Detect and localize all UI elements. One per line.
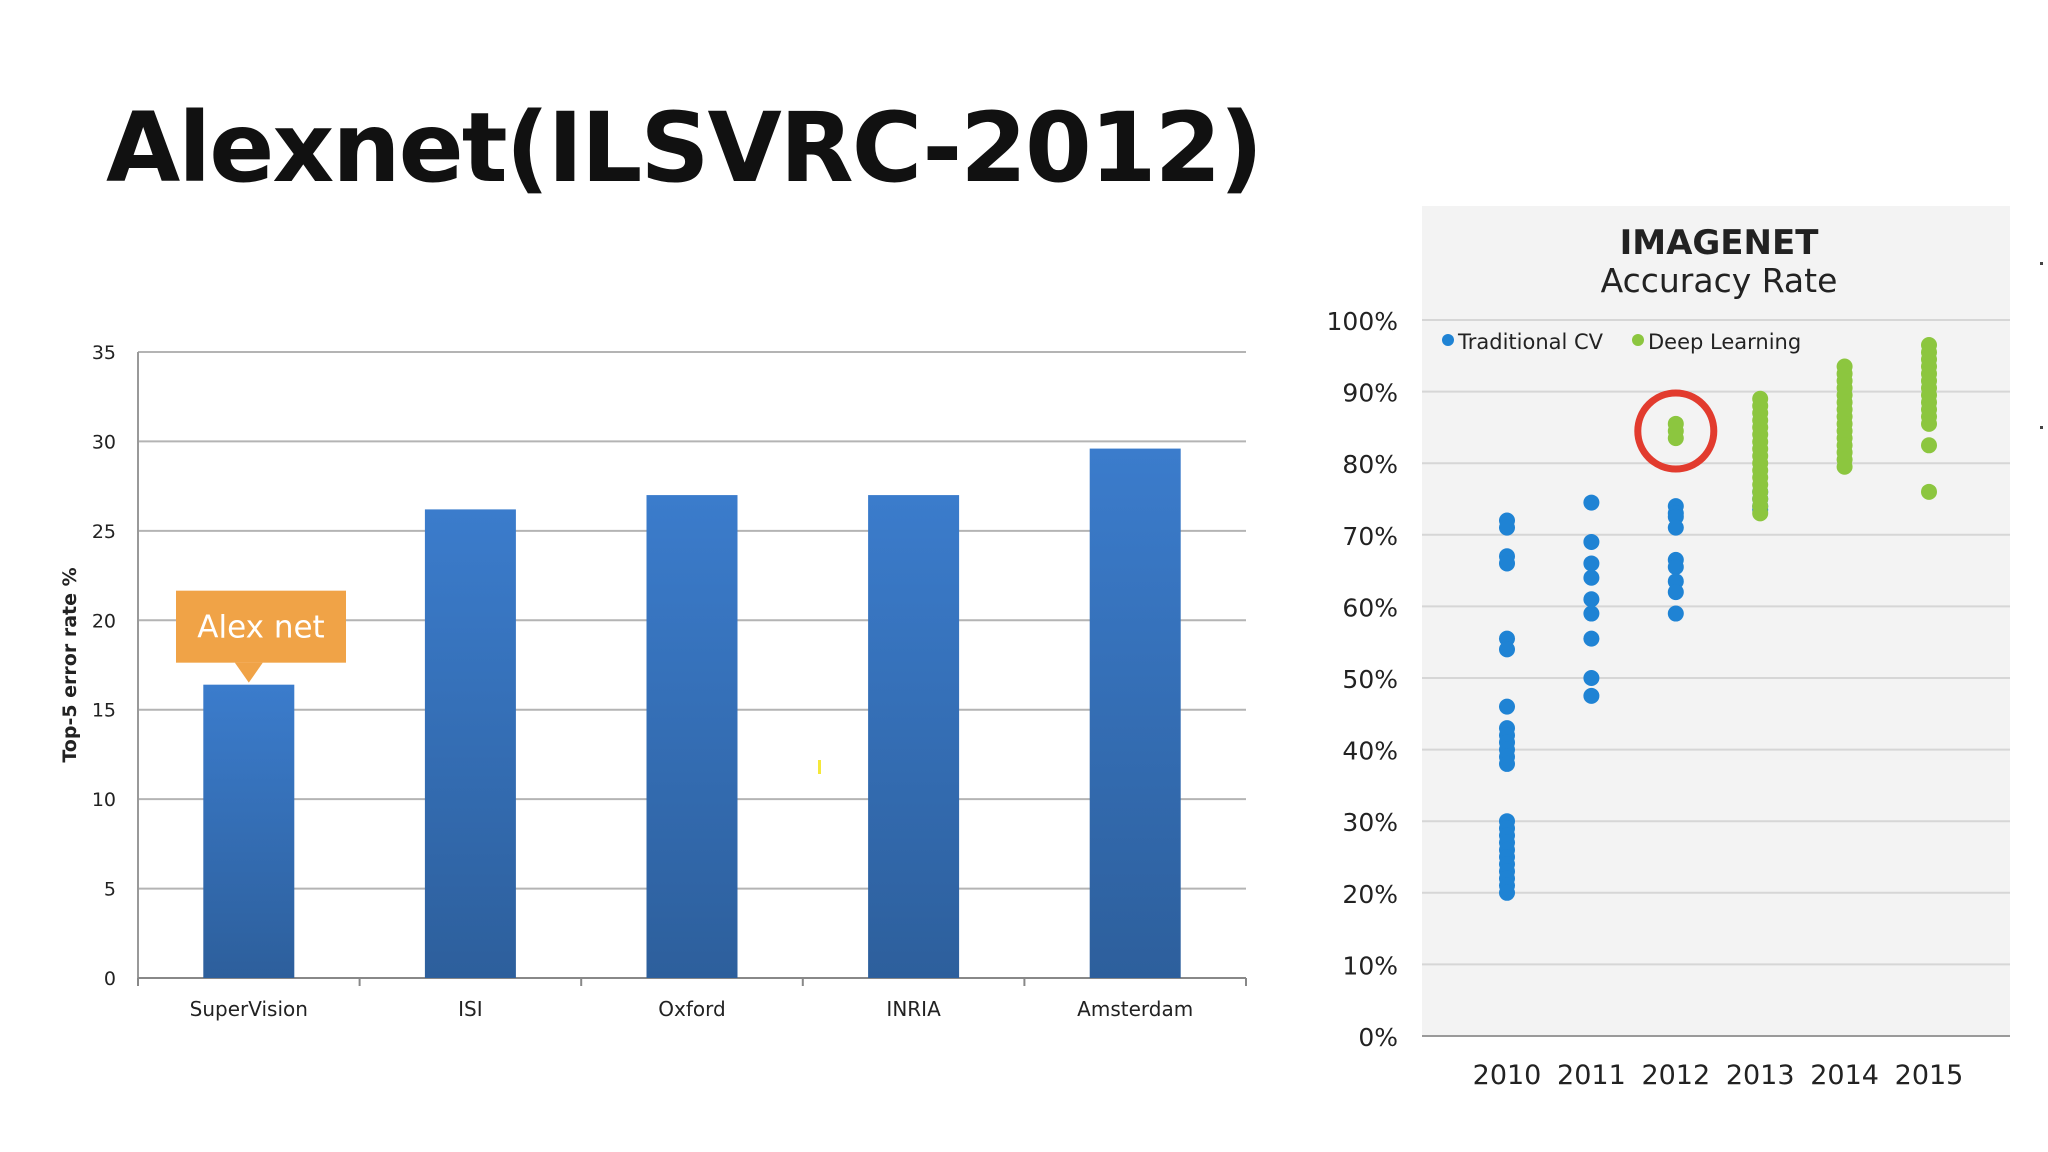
point-deep-learning-2015-48: [1921, 483, 1937, 500]
slide-title: Alexnet(ILSVRC-2012): [106, 92, 1263, 204]
point-deep-learning-2013-19: [1752, 505, 1769, 522]
y-tick-label-30: 30: [92, 431, 116, 453]
x-tick-label-isi: ISI: [458, 997, 483, 1021]
point-traditional-cv-2011-26: [1583, 555, 1600, 572]
x-tick-label-inria: INRIA: [886, 997, 941, 1021]
y-tick-label-5: 5: [104, 879, 116, 901]
y-tick-label-0: 0%: [1358, 1023, 1398, 1052]
y-tick-label-60: 60%: [1342, 593, 1398, 622]
x-tick-label-oxford: Oxford: [658, 997, 725, 1021]
point-traditional-cv-2011-28: [1583, 591, 1600, 608]
point-traditional-cv-2010-12: [1499, 755, 1515, 772]
point-traditional-cv-2010-5: [1499, 641, 1515, 658]
alexnet-callout-box: [176, 590, 346, 663]
x-tick-label-2010: 2010: [1473, 1060, 1542, 1091]
point-traditional-cv-2011-30: [1583, 630, 1600, 647]
y-tick-label-20: 20%: [1342, 880, 1398, 909]
point-traditional-cv-2012-38: [1667, 559, 1684, 576]
point-deep-learning-2012-2: [1667, 430, 1684, 447]
point-traditional-cv-2011-24: [1583, 494, 1600, 511]
y-tick-label-80: 80%: [1342, 450, 1398, 479]
bar-supervision: [203, 684, 295, 978]
y-tick-label-30: 30%: [1342, 808, 1398, 837]
point-traditional-cv-2010-6: [1499, 698, 1515, 715]
y-tick-label-15: 15: [92, 700, 116, 722]
x-tick-label-supervision: SuperVision: [190, 997, 308, 1021]
legend-label-traditional-cv: Traditional CV: [1457, 330, 1604, 354]
edge-mark-bottom: [2040, 426, 2043, 429]
stray-yellow-mark: [818, 760, 821, 774]
point-traditional-cv-2011-32: [1583, 687, 1600, 704]
legend-label-deep-learning: Deep Learning: [1648, 330, 1801, 354]
point-traditional-cv-2012-36: [1667, 519, 1684, 536]
x-tick-label-2014: 2014: [1810, 1060, 1879, 1091]
y-tick-label-10: 10%: [1342, 951, 1398, 980]
edge-mark-top: [2040, 262, 2043, 265]
point-traditional-cv-2010-1: [1499, 519, 1515, 536]
x-tick-label-2015: 2015: [1895, 1060, 1964, 1091]
point-traditional-cv-2012-41: [1667, 605, 1684, 622]
x-tick-label-2013: 2013: [1726, 1060, 1795, 1091]
y-axis-title: Top-5 error rate %: [59, 567, 81, 762]
y-tick-label-90: 90%: [1342, 379, 1398, 408]
chart-panel-background: [1422, 206, 2010, 1036]
point-deep-learning-2015-47: [1921, 437, 1937, 454]
point-traditional-cv-2011-27: [1583, 569, 1600, 586]
point-traditional-cv-2010-3: [1499, 555, 1515, 572]
bar-isi: [424, 509, 516, 978]
x-tick-label-amsterdam: Amsterdam: [1077, 997, 1193, 1021]
chart-title: IMAGENET: [1620, 223, 1820, 263]
bar-inria: [868, 495, 960, 978]
point-traditional-cv-2012-40: [1667, 584, 1684, 601]
legend-marker-deep-learning: [1632, 334, 1644, 346]
alexnet-callout-label: Alex net: [197, 610, 324, 646]
y-tick-label-20: 20: [92, 610, 116, 632]
legend-marker-traditional-cv: [1442, 334, 1454, 346]
y-tick-label-10: 10: [92, 789, 116, 811]
y-tick-label-40: 40%: [1342, 737, 1398, 766]
point-traditional-cv-2011-25: [1583, 533, 1600, 550]
y-tick-label-35: 35: [92, 342, 116, 364]
y-tick-label-70: 70%: [1342, 522, 1398, 551]
chart-subtitle: Accuracy Rate: [1601, 261, 1838, 300]
y-tick-label-25: 25: [92, 521, 116, 543]
point-deep-learning-2015-46: [1921, 415, 1937, 432]
point-traditional-cv-2011-29: [1583, 605, 1600, 622]
bar-oxford: [646, 495, 738, 978]
alexnet-callout-pointer: [234, 662, 263, 683]
bar-amsterdam: [1089, 448, 1181, 978]
highlight-circle-2012-deep-learning: [1634, 389, 1718, 473]
point-traditional-cv-2011-31: [1583, 670, 1600, 686]
y-tick-label-50: 50%: [1342, 665, 1398, 694]
x-tick-label-2012: 2012: [1641, 1060, 1710, 1091]
y-tick-label-0: 0: [104, 968, 116, 990]
point-traditional-cv-2010-23: [1499, 884, 1515, 901]
point-deep-learning-2014-34: [1836, 458, 1853, 475]
x-tick-label-2011: 2011: [1557, 1060, 1626, 1091]
y-tick-label-100: 100%: [1327, 307, 1398, 336]
